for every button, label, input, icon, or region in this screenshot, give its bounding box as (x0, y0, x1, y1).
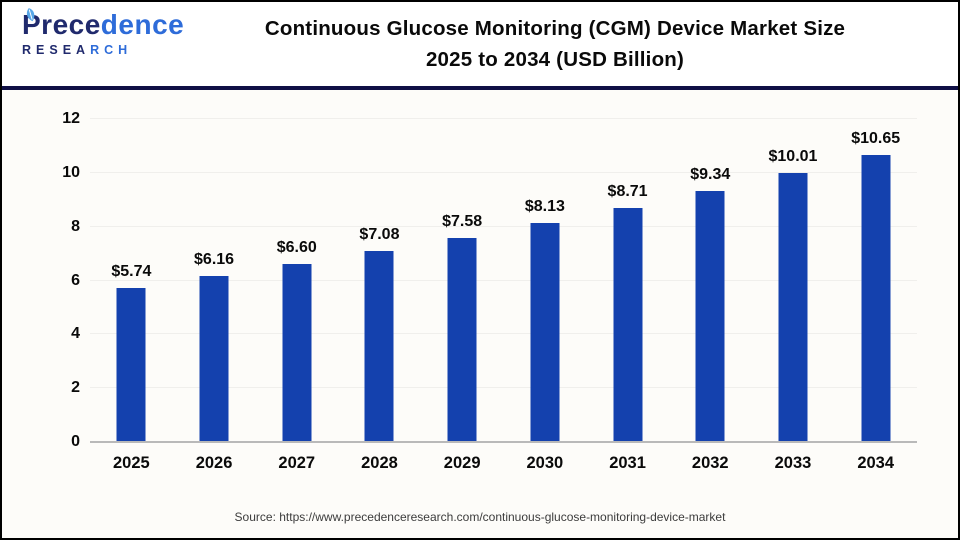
bar-2030 (530, 223, 560, 442)
bar-slot-2032: $9.34 (669, 119, 752, 442)
chart-title: Continuous Glucose Monitoring (CGM) Devi… (177, 13, 933, 75)
gridline-8 (90, 225, 917, 227)
brand-word-blue: dence (100, 9, 185, 40)
x-axis-labels: 2025 2026 2027 2028 2029 2030 2031 2032 2033 2034 (90, 454, 917, 473)
bar-2027 (282, 264, 312, 442)
x-tick-2025: 2025 (112, 454, 150, 472)
brand-logo: Precedence RESEARCH (22, 8, 192, 57)
bar-value-2025: $5.74 (111, 262, 152, 280)
x-axis-line (90, 441, 917, 443)
gridline-12 (90, 118, 917, 119)
x-tick-2033: 2033 (774, 454, 812, 472)
bar-2032 (695, 190, 725, 442)
bar-2026 (199, 276, 229, 442)
bar-2028 (364, 251, 394, 442)
header-divider (2, 86, 958, 90)
gridline-4 (90, 333, 917, 335)
brand-word-navy: Prece (22, 9, 101, 40)
bar-slot-2031: $8.71 (586, 119, 669, 442)
bar-chart: 0 2 4 6 8 10 12 $5.74 $6.16 $6.60 $7.08 $7.58 $8.13… (2, 90, 958, 538)
x-tick-2029: 2029 (443, 454, 481, 472)
bar-2025 (116, 287, 146, 442)
y-tick-2: 2 (71, 379, 80, 397)
source-text: Source: https://www.precedenceresearch.c… (234, 510, 726, 524)
y-tick-6: 6 (71, 271, 80, 289)
x-tick-2027: 2027 (278, 454, 316, 472)
bar-value-2026: $6.16 (194, 251, 235, 269)
brand-wordmark: Precedence (22, 8, 192, 40)
gridline-2 (90, 387, 917, 389)
bar-value-2029: $7.58 (442, 212, 483, 230)
bar-2029 (447, 237, 477, 442)
bar-slot-2029: $7.58 (421, 119, 504, 442)
bar-value-2033: $10.01 (768, 147, 818, 165)
bar-slot-2027: $6.60 (255, 119, 338, 442)
bar-value-2028: $7.08 (359, 226, 400, 244)
bars-row: $5.74 $6.16 $6.60 $7.08 $7.58 $8.13 $8.71 $9.34… (90, 119, 917, 442)
y-tick-8: 8 (71, 217, 80, 235)
bar-value-2030: $8.13 (524, 198, 565, 216)
bar-slot-2026: $6.16 (173, 119, 256, 442)
plot-area: $5.74 $6.16 $6.60 $7.08 $7.58 $8.13 $8.71 $9.34… (90, 118, 917, 443)
y-axis: 0 2 4 6 8 10 12 (32, 110, 80, 450)
x-tick-2032: 2032 (691, 454, 729, 472)
bar-value-2034: $10.65 (851, 130, 901, 148)
bar-2034 (861, 155, 891, 442)
bar-value-2027: $6.60 (276, 239, 317, 257)
bar-2031 (613, 207, 643, 442)
bar-value-2031: $8.71 (607, 182, 648, 200)
bar-value-2032: $9.34 (690, 165, 731, 183)
y-tick-4: 4 (71, 325, 80, 343)
chart-title-line2: 2025 to 2034 (USD Billion) (425, 48, 685, 71)
x-tick-2028: 2028 (361, 454, 398, 472)
x-tick-2030: 2030 (526, 454, 564, 472)
header: Precedence RESEARCH Continuous Glucose M… (2, 2, 958, 86)
bar-slot-2028: $7.08 (338, 119, 421, 442)
brand-sub-blue: RCH (90, 43, 133, 57)
y-tick-12: 12 (62, 110, 80, 127)
brand-sub-navy: RESEA (22, 43, 91, 57)
bar-slot-2030: $8.13 (504, 119, 587, 442)
x-tick-2026: 2026 (195, 454, 233, 472)
x-tick-2031: 2031 (609, 454, 646, 472)
bar-slot-2033: $10.01 (752, 119, 835, 442)
gridline-6 (90, 279, 917, 281)
gridline-10 (90, 171, 917, 173)
bar-slot-2034: $10.65 (834, 119, 917, 442)
bar-slot-2025: $5.74 (90, 119, 173, 442)
y-tick-0: 0 (71, 433, 80, 450)
bar-2033 (778, 172, 808, 442)
chart-title-line1: Continuous Glucose Monitoring (CGM) Devi… (264, 17, 846, 40)
y-tick-10: 10 (62, 163, 80, 181)
x-tick-2034: 2034 (857, 454, 895, 472)
brand-subtitle: RESEARCH (22, 44, 192, 57)
